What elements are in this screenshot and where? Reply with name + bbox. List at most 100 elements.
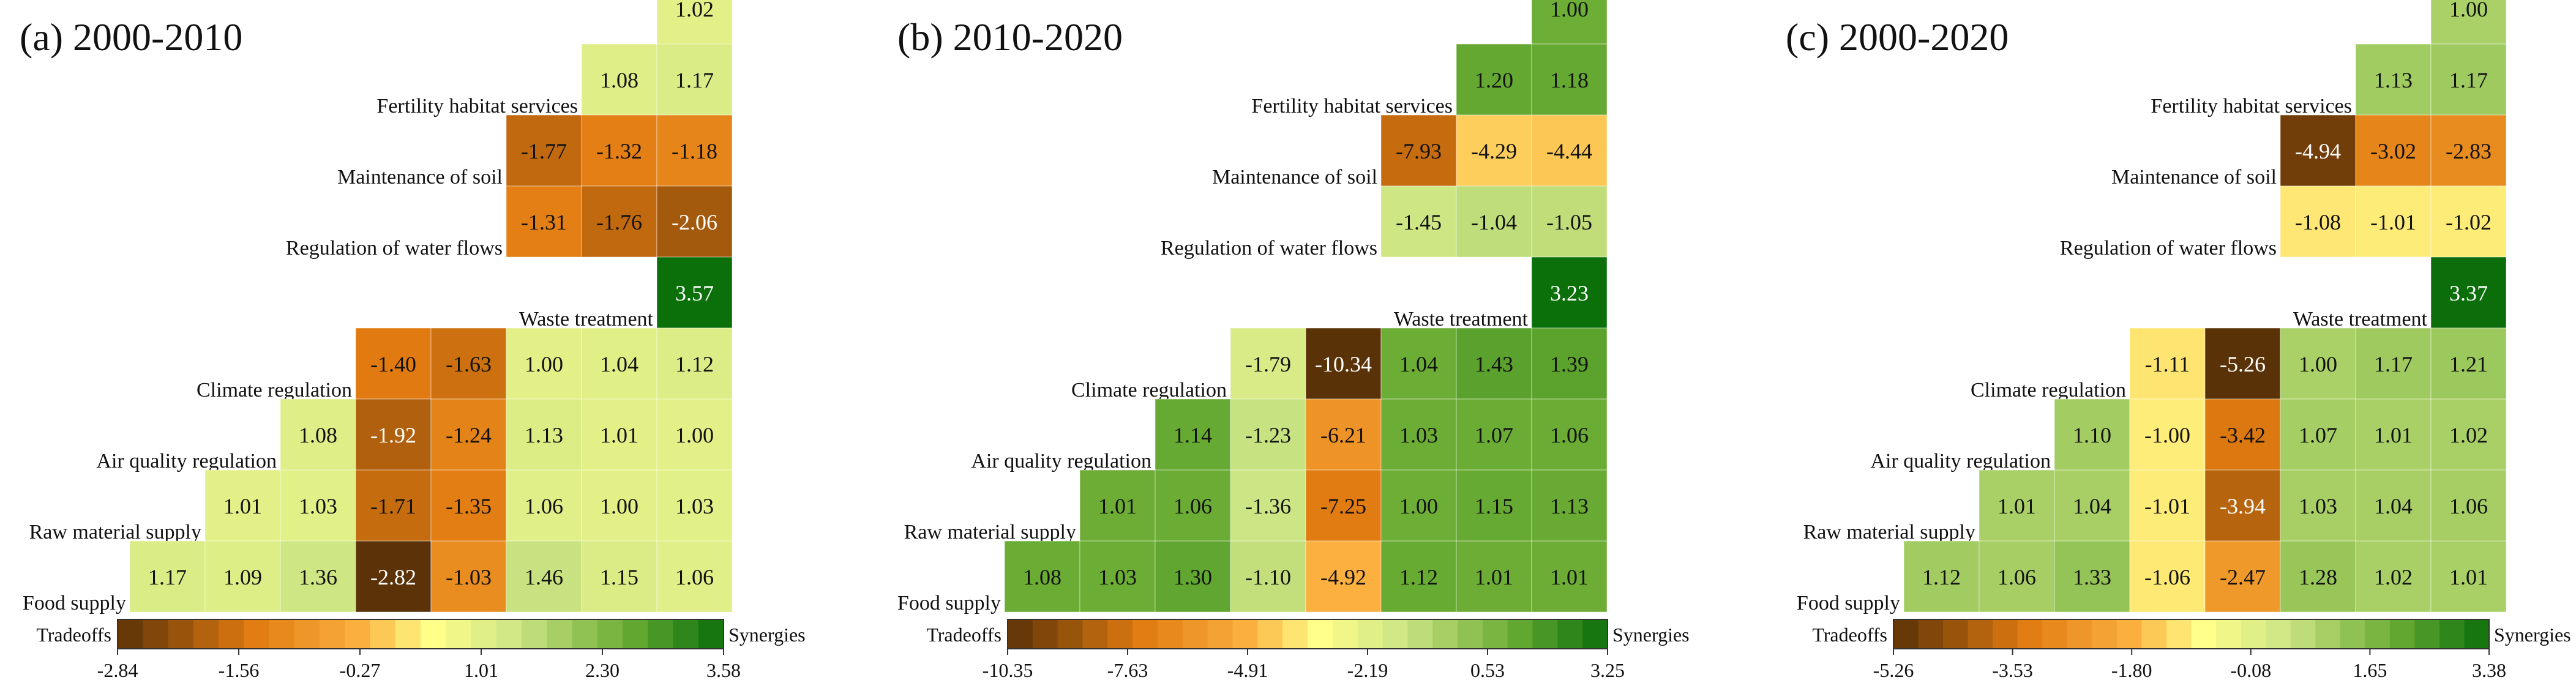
- row-label: Climate regulation: [1071, 379, 1227, 402]
- colorbar-tick-label: -2.19: [1347, 659, 1388, 681]
- heatmap-cell: [2355, 185, 2432, 258]
- row-label: Waste treatment: [1394, 308, 1529, 331]
- heatmap-cell: [1456, 398, 1532, 471]
- cell-value: -3.02: [2370, 139, 2416, 163]
- cell-value: 1.01: [2374, 423, 2413, 447]
- colorbar-tick-label: 3.38: [2472, 659, 2506, 681]
- colorbar-segment: [1057, 619, 1083, 649]
- cell-value: 1.01: [1098, 494, 1137, 518]
- heatmap-cell: [2430, 469, 2507, 542]
- heatmap-cell: [1380, 114, 1457, 187]
- row-label: Fertility habitat services: [376, 95, 578, 118]
- heatmap-cell: [355, 469, 432, 542]
- cell-value: 1.00: [1399, 494, 1438, 518]
- heatmap-cell: [1380, 327, 1457, 400]
- cell-value: 1.00: [2299, 352, 2337, 376]
- colorbar-segment: [345, 619, 370, 649]
- cell-value: 1.39: [1550, 352, 1589, 376]
- colorbar-segment: [1993, 619, 2018, 649]
- colorbar-segment: [1082, 619, 1108, 649]
- cell-value: -1.35: [446, 494, 492, 518]
- heatmap-cell: [280, 540, 356, 613]
- colorbar-segment: [1357, 619, 1383, 649]
- cell-value: -1.06: [2144, 565, 2190, 589]
- cell-value: -1.31: [521, 210, 567, 234]
- heatmap-cell: [2054, 398, 2130, 471]
- heatmap-cell: [581, 114, 657, 187]
- heatmap-cell: [2129, 540, 2206, 613]
- heatmap-cell: [656, 398, 733, 471]
- cell-value: 1.06: [1550, 423, 1589, 447]
- cell-value: 1.15: [600, 565, 638, 589]
- cell-value: -10.34: [1315, 352, 1372, 376]
- row-label: Food supply: [897, 592, 1001, 614]
- colorbar-segment: [2464, 619, 2490, 649]
- cell-value: -3.94: [2220, 494, 2266, 518]
- colorbar-segment: [623, 619, 648, 649]
- heatmap-cell: [2355, 327, 2432, 400]
- colorbar-segment: [446, 619, 471, 649]
- colorbar-segment: [471, 619, 497, 649]
- cell-value: -1.05: [1546, 210, 1592, 234]
- heatmap-cell: [1903, 540, 1980, 613]
- cell-value: 1.01: [1998, 494, 2036, 518]
- cell-value: 1.15: [1475, 494, 1513, 518]
- heatmap-cell: [506, 114, 582, 187]
- colorbar-segment: [2365, 619, 2391, 649]
- cell-value: -2.47: [2220, 565, 2266, 589]
- colorbar-segment: [1458, 619, 1483, 649]
- heatmap-cell: [2430, 540, 2507, 613]
- colorbar-segment: [648, 619, 673, 649]
- colorbar-segment: [1133, 619, 1158, 649]
- cell-value: 1.06: [2449, 494, 2488, 518]
- colorbar-segment: [1582, 619, 1608, 649]
- heatmap-cell: [2280, 185, 2356, 258]
- row-label: Food supply: [1797, 592, 1900, 614]
- colorbar-tick-label: -4.91: [1227, 659, 1268, 681]
- row-label: Air quality regulation: [96, 450, 277, 472]
- colorbar-segment: [1282, 619, 1308, 649]
- heatmap-cell: [1531, 398, 1608, 471]
- cell-value: -2.83: [2446, 139, 2492, 163]
- cell-value: 1.06: [1174, 494, 1212, 518]
- colorbar-segment: [2141, 619, 2167, 649]
- colorbar-segment: [269, 619, 295, 649]
- colorbar-segment: [1407, 619, 1433, 649]
- heatmap-cell: [2430, 327, 2507, 400]
- heatmap-cell: [1531, 256, 1608, 329]
- heatmap-cell: [2054, 540, 2130, 613]
- cell-value: -4.44: [1546, 139, 1592, 163]
- cell-value: -1.03: [446, 565, 492, 589]
- colorbar-tick-label: -10.35: [983, 659, 1033, 681]
- heatmap-cell: [1230, 327, 1306, 400]
- cell-value: 1.08: [1023, 565, 1061, 589]
- heatmap-cell: [1456, 185, 1532, 258]
- cell-value: 1.01: [2449, 565, 2488, 589]
- row-label: Climate regulation: [197, 379, 352, 402]
- row-label: Maintenance of soil: [337, 166, 503, 189]
- colorbar-segment: [1482, 619, 1508, 649]
- cell-value: 1.03: [299, 494, 337, 518]
- colorbar-tick-label: 2.30: [585, 659, 620, 681]
- legend-synergies-label: Synergies: [1612, 624, 1690, 646]
- cell-value: 1.08: [299, 423, 337, 447]
- colorbar-segment: [1943, 619, 1969, 649]
- heatmap-cell: [656, 540, 733, 613]
- heatmap-cell: [2355, 540, 2432, 613]
- cell-value: 1.03: [675, 494, 714, 518]
- colorbar-segment: [673, 619, 699, 649]
- heatmap-cell: [1456, 469, 1532, 542]
- row-label: Fertility habitat services: [2151, 95, 2352, 118]
- colorbar-tick-label: 1.65: [2353, 659, 2387, 681]
- cell-value: -1.45: [1396, 210, 1442, 234]
- heatmap-cell: [2129, 327, 2206, 400]
- colorbar-segment: [2116, 619, 2142, 649]
- heatmap-cell: [2204, 398, 2281, 471]
- row-label: Maintenance of soil: [1212, 166, 1377, 189]
- panel-title: (c) 2000-2020: [1786, 15, 2009, 59]
- heatmap-cell: [1155, 398, 1231, 471]
- cell-value: 1.17: [675, 68, 714, 92]
- cell-value: 1.12: [675, 352, 714, 376]
- heatmap-cell: [1305, 469, 1382, 542]
